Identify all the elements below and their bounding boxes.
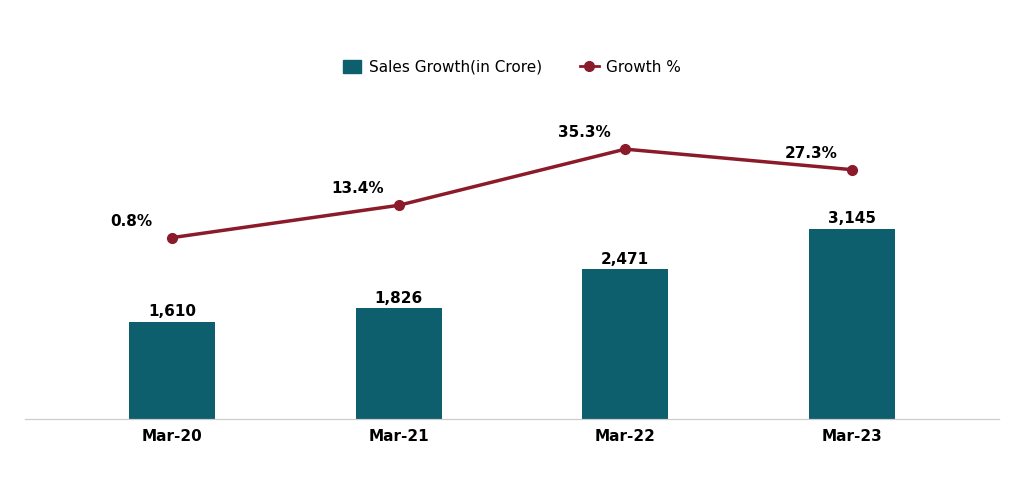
Bar — [583, 270, 669, 419]
Text: 27.3%: 27.3% — [784, 146, 838, 161]
Bar — [129, 322, 215, 419]
Legend: Sales Growth(in Crore), Growth %: Sales Growth(in Crore), Growth % — [337, 54, 687, 81]
Text: 3,145: 3,145 — [827, 211, 876, 226]
Text: 35.3%: 35.3% — [558, 125, 611, 140]
Text: 13.4%: 13.4% — [332, 181, 384, 196]
Text: 2,471: 2,471 — [601, 252, 649, 267]
Text: 1,826: 1,826 — [375, 291, 423, 306]
Bar — [355, 309, 441, 419]
Text: 1,610: 1,610 — [148, 304, 197, 319]
Bar — [809, 228, 895, 419]
Text: 0.8%: 0.8% — [111, 213, 153, 228]
